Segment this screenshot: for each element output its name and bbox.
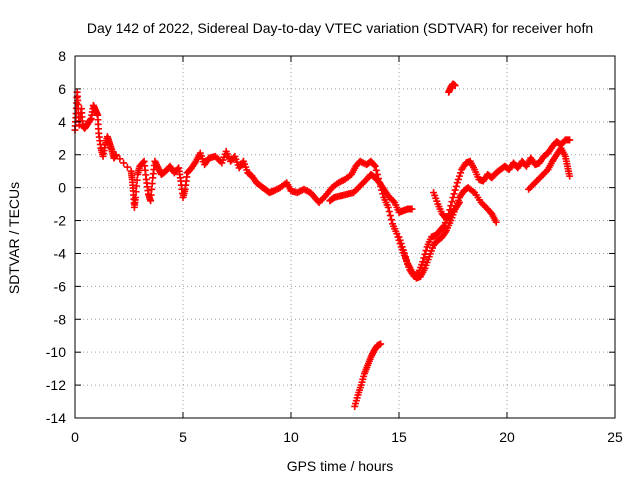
x-tick-label: 10 (283, 429, 299, 445)
data-point (400, 249, 408, 257)
data-point (566, 172, 574, 180)
data-point (396, 236, 404, 244)
x-tick-label: 20 (499, 429, 515, 445)
data-point (451, 82, 459, 90)
data-point (370, 161, 378, 169)
data-point (398, 243, 406, 251)
data-point (408, 205, 416, 213)
data-point (372, 166, 380, 174)
data-point (450, 190, 458, 198)
data-point (86, 116, 94, 124)
data-point (451, 186, 459, 194)
y-tick-label: -14 (46, 410, 66, 426)
data-point (449, 194, 457, 202)
data-point (386, 212, 394, 220)
x-axis-label: GPS time / hours (287, 458, 394, 474)
data-point (457, 169, 465, 177)
data-point (566, 136, 574, 144)
y-axis-label: SDTVAR / TECUs (6, 182, 22, 294)
y-tick-label: -2 (54, 213, 67, 229)
data-point (123, 163, 131, 171)
grid (75, 56, 615, 418)
data-point (455, 198, 463, 206)
axis-ticks (74, 55, 616, 419)
data-point (453, 179, 461, 187)
y-tick-label: -12 (46, 377, 66, 393)
data-point (454, 175, 462, 183)
data-point (399, 246, 407, 254)
plot-frame (74, 55, 616, 419)
data-point (492, 218, 500, 226)
y-tick-label: 6 (58, 81, 66, 97)
x-tick-label: 15 (391, 429, 407, 445)
y-tick-label: -4 (54, 245, 67, 261)
data-point (120, 159, 128, 167)
data-point (455, 172, 463, 180)
data-point (377, 340, 385, 348)
data-point (387, 216, 395, 224)
y-tick-label: 0 (58, 180, 66, 196)
y-tick-label: 8 (58, 48, 66, 64)
x-tick-label: 0 (71, 429, 79, 445)
x-tick-label: 25 (607, 429, 623, 445)
data-point (452, 182, 460, 190)
data-point (448, 198, 456, 206)
data-point (439, 223, 447, 231)
data-point (420, 254, 428, 262)
data-point (385, 207, 393, 215)
y-tick-label: 4 (58, 114, 66, 130)
y-tick-label: -10 (46, 344, 66, 360)
y-tick-labels: -14 -12 -10 -8 -6 -4 -2 0 2 4 6 8 (46, 48, 66, 426)
x-tick-labels: 0 5 10 15 20 25 (71, 429, 623, 445)
chart-title: Day 142 of 2022, Sidereal Day-to-day VTE… (87, 20, 593, 36)
data-point (419, 258, 427, 266)
data-point (395, 233, 403, 241)
data-points (71, 80, 574, 410)
data-point (112, 151, 120, 159)
data-point (371, 162, 379, 170)
y-tick-label: -8 (54, 311, 67, 327)
y-tick-label: -6 (54, 278, 67, 294)
data-point (116, 155, 124, 163)
data-point (384, 203, 392, 211)
data-point (397, 240, 405, 248)
data-point (403, 256, 411, 264)
x-tick-label: 5 (179, 429, 187, 445)
data-point (401, 253, 409, 261)
y-tick-label: 2 (58, 147, 66, 163)
